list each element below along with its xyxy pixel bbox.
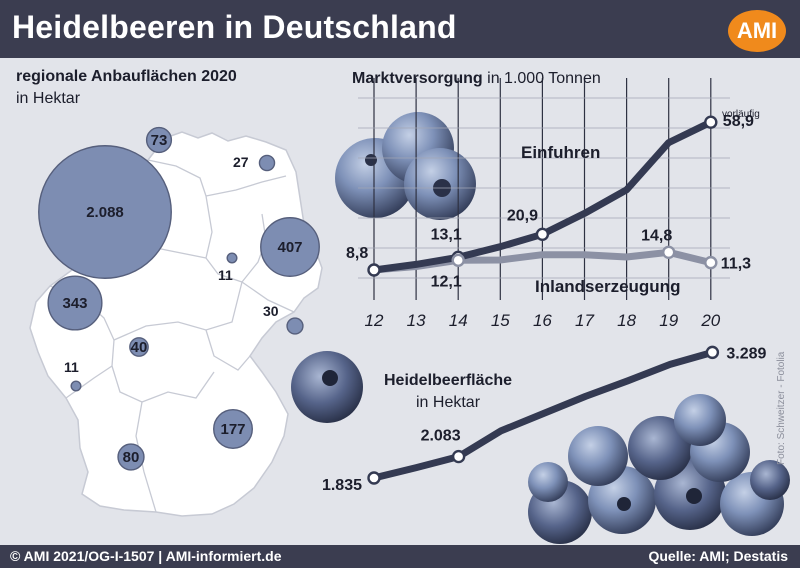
market-chart-title: Marktversorgung in 1.000 Tonnen	[352, 70, 601, 88]
region-bubble	[286, 317, 304, 335]
region-bubble	[38, 145, 172, 279]
data-label-einfuhren: 20,9	[507, 207, 538, 224]
region-bubble-label: 2.088	[86, 204, 124, 221]
x-tick-label: 14	[449, 311, 468, 330]
data-point-marker	[451, 253, 465, 267]
series-label-inlandserzeugung: Inlandserzeugung	[535, 277, 680, 296]
x-tick-label: 15	[491, 311, 510, 330]
market-chart-data-labels: 8,8 13,1 20,9 58,9 12,1 14,8 11,3	[346, 113, 754, 290]
x-tick-label: 18	[617, 311, 636, 330]
region-bubble-label: 11	[64, 359, 79, 375]
footer-copyright: © AMI 2021/OG-I-1507 | AMI-informiert.de	[10, 548, 282, 564]
region-bubble	[260, 217, 320, 277]
region-bubble-label: 407	[277, 239, 302, 256]
region-bubble-label: 343	[62, 295, 87, 312]
data-label-note-vorlaeufig: vorläufig	[722, 109, 760, 120]
region-bubble-label: 73	[151, 132, 168, 149]
region-bubble-label: 80	[123, 449, 140, 466]
ami-logo: AMI	[728, 10, 786, 52]
region-bubble-label: 30	[263, 303, 279, 319]
footer-bar: © AMI 2021/OG-I-1507 | AMI-informiert.de…	[0, 545, 800, 568]
data-label-heidelbeerflaeche: 1.835	[322, 477, 362, 494]
data-label-inlandserzeugung: 11,3	[721, 256, 751, 273]
data-point-marker	[367, 263, 381, 277]
area-chart-title: Heidelbeerfläche	[384, 372, 513, 389]
area-chart-series	[370, 348, 716, 482]
data-label-heidelbeerflaeche: 2.083	[421, 428, 461, 445]
region-bubble	[129, 337, 149, 357]
data-point-marker	[367, 471, 381, 485]
market-chart-title-unit: in 1.000 Tonnen	[482, 70, 601, 87]
data-point-marker	[704, 255, 718, 270]
map-title: regionale Anbauflächen 2020	[16, 68, 237, 85]
region-bubbles: 73 2.088 27 407 11 343 30 40 11 177 80	[38, 126, 320, 471]
market-chart-x-ticks: 12 13 14 15 16 17 18 19 20	[365, 311, 721, 330]
footer-source: Quelle: AMI; Destatis	[648, 548, 788, 564]
data-point-marker	[705, 345, 720, 360]
header-bar: Heidelbeeren in Deutschland AMI	[0, 0, 800, 58]
x-tick-label: 13	[407, 311, 426, 330]
region-bubble	[70, 380, 82, 392]
data-label-heidelbeerflaeche: 3.289	[726, 345, 766, 362]
region-bubble	[226, 252, 238, 264]
data-point-marker	[451, 449, 466, 464]
x-tick-label: 12	[365, 311, 384, 330]
page-title: Heidelbeeren in Deutschland	[12, 9, 457, 45]
region-bubble	[117, 443, 145, 471]
x-tick-label: 16	[533, 311, 552, 330]
x-tick-label: 19	[659, 311, 678, 330]
data-label-einfuhren: 8,8	[346, 245, 368, 262]
market-chart-title-bold: Marktversorgung	[352, 70, 483, 87]
region-bubble	[258, 154, 276, 172]
data-label-inlandserzeugung: 12,1	[431, 273, 462, 290]
x-tick-label: 20	[700, 311, 720, 330]
data-label-einfuhren: 58,9	[723, 113, 754, 130]
data-point-marker	[704, 115, 718, 129]
region-bubble	[145, 126, 173, 154]
region-bubble-label: 177	[220, 421, 245, 438]
series-label-einfuhren: Einfuhren	[521, 143, 600, 162]
region-bubble	[213, 409, 253, 449]
region-bubble-label: 40	[131, 339, 148, 356]
area-chart-data-labels: 1.835 2.083 3.289	[322, 345, 767, 494]
region-bubble-label: 27	[233, 154, 249, 170]
data-point-marker	[535, 227, 550, 242]
area-chart-unit: in Hektar	[416, 394, 481, 411]
region-bubble	[47, 275, 103, 331]
map-unit: in Hektar	[16, 90, 81, 107]
blueberry-photo-bottom	[528, 394, 790, 544]
data-label-einfuhren: 13,1	[431, 226, 462, 243]
x-tick-label: 17	[575, 311, 594, 330]
data-point-marker	[662, 245, 676, 260]
data-label-inlandserzeugung: 14,8	[641, 227, 672, 244]
region-bubble-label: 11	[218, 267, 233, 283]
series-line-heidelbeerflaeche	[370, 348, 716, 482]
blueberry-photo-middle	[291, 351, 363, 423]
photo-credit: Foto: Schweitzer - Fotolia	[776, 351, 787, 465]
